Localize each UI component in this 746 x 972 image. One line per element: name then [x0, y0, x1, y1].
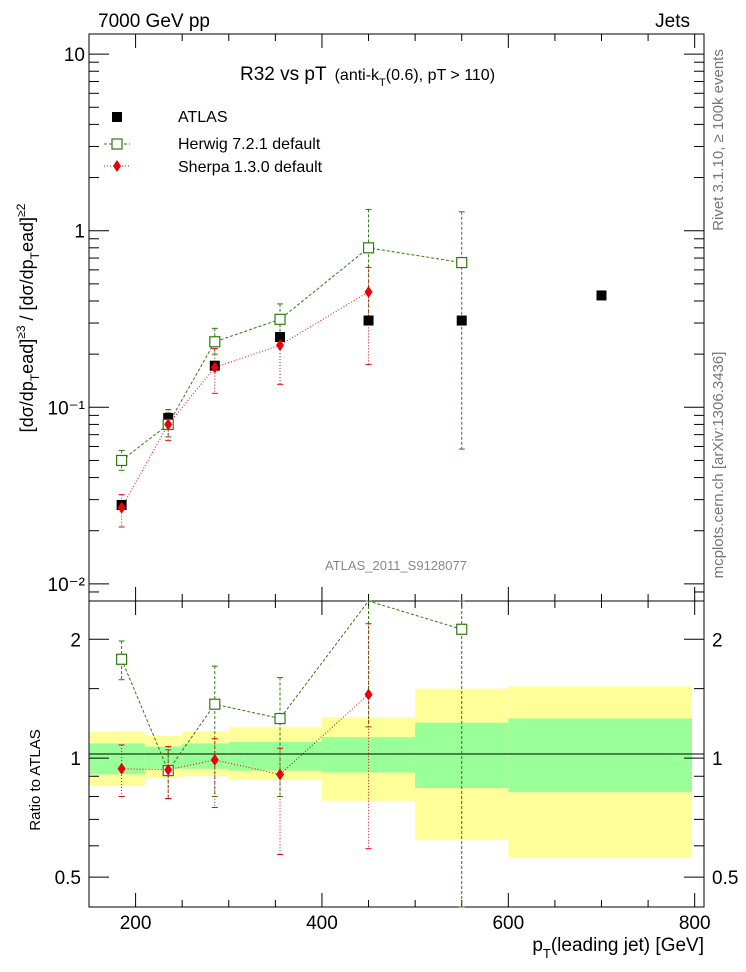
sherpa-ratio-point — [117, 762, 126, 775]
x-tick-label: 200 — [120, 913, 152, 934]
ratio-y-tick-label-right: 1 — [712, 749, 723, 770]
x-axis-title: pT(leading jet) [GeV] — [532, 935, 704, 961]
legend-herwig-marker — [111, 138, 123, 150]
ratio-y-tick-label-right: 2 — [712, 630, 723, 651]
analysis-label: ATLAS_2011_S9128077 — [325, 558, 467, 573]
ratio-band-inner-3 — [228, 741, 322, 771]
main-y-axis-title: [dσ/dpTead]≥3 / [dσ/dpTead]≥2 — [14, 203, 42, 432]
herwig-ratio-point — [209, 698, 221, 710]
sherpa-ratio-point — [276, 768, 285, 781]
ratio-band-inner-6 — [508, 718, 692, 793]
herwig-main-line — [121, 247, 462, 461]
ratio-y-tick-label-right: 0.5 — [712, 868, 738, 889]
ratio-band-inner-1 — [144, 746, 183, 769]
sherpa-data-point — [164, 418, 173, 431]
atlas-data-point — [456, 315, 467, 326]
herwig-data-point — [456, 256, 468, 269]
ratio-uncertainty-bands — [89, 686, 692, 858]
legend-herwig-label: Herwig 7.2.1 default — [178, 136, 321, 153]
sherpa-ratio-point — [364, 688, 373, 701]
sherpa-main-line — [121, 291, 369, 508]
atlas-data-point — [275, 332, 286, 343]
rivet-version-label: Rivet 3.1.10, ≥ 100k events — [710, 49, 727, 231]
sherpa-ratio-point — [164, 763, 173, 776]
x-tick-label: 400 — [306, 913, 338, 934]
main-y-tick-label: 10 — [64, 45, 85, 66]
x-tick-label: 800 — [679, 913, 711, 934]
ratio-plot-frame — [88, 600, 705, 908]
sherpa-ratio-point — [210, 753, 219, 766]
main-y-tick-label: 10⁻² — [48, 575, 86, 596]
process-label: Jets — [655, 11, 690, 32]
herwig-data-point — [116, 454, 128, 467]
mcplots-label: mcplots.cern.ch [arXiv:1306.3436] — [710, 352, 727, 579]
legend-atlas-label: ATLAS — [178, 109, 228, 126]
atlas-data-point — [596, 290, 607, 301]
legend: ATLAS Herwig 7.2.1 default Sherpa 1.3.0 … — [104, 109, 323, 176]
ratio-band-inner-0 — [89, 743, 145, 775]
main-y-tick-label: 1 — [74, 222, 85, 243]
herwig-data-point — [362, 242, 375, 254]
chart-title: R32 vs pT (anti-kT(0.6), pT > 110) — [240, 64, 495, 89]
sherpa-data-point — [117, 501, 126, 514]
ratio-band-inner-2 — [182, 743, 229, 769]
herwig-data-point — [209, 336, 221, 348]
ratio-y-tick-label-left: 2 — [70, 630, 81, 651]
atlas-data-point — [163, 412, 174, 423]
sherpa-data-point — [364, 285, 373, 298]
main-y-tick-label: 10⁻¹ — [48, 398, 86, 419]
herwig-ratio-point — [456, 623, 468, 635]
ratio-y-tick-label-left: 1 — [70, 749, 81, 770]
sherpa-data-point — [276, 339, 285, 352]
beam-label: 7000 GeV pp — [98, 11, 210, 32]
ratio-y-axis-title: Ratio to ATLAS — [27, 729, 44, 830]
ratio-band-inner-4 — [321, 737, 416, 773]
herwig-ratio-point — [116, 653, 128, 665]
atlas-data-point — [363, 315, 374, 326]
herwig-data-point — [274, 313, 286, 325]
legend-sherpa-label: Sherpa 1.3.0 default — [178, 159, 323, 176]
herwig-ratio-point — [274, 712, 286, 725]
axes: 200 400 600 800 10⁻² 10⁻¹ 1 10 0.5 0.5 1 1 2 2 — [48, 34, 738, 934]
sherpa-data-point — [210, 361, 219, 374]
ratio-y-tick-label-left: 0.5 — [55, 868, 81, 889]
x-tick-label: 600 — [492, 913, 524, 934]
legend-atlas-marker — [112, 112, 122, 122]
legend-sherpa-marker — [113, 160, 121, 172]
data-series — [116, 208, 607, 908]
herwig-ratio-line — [121, 600, 462, 772]
